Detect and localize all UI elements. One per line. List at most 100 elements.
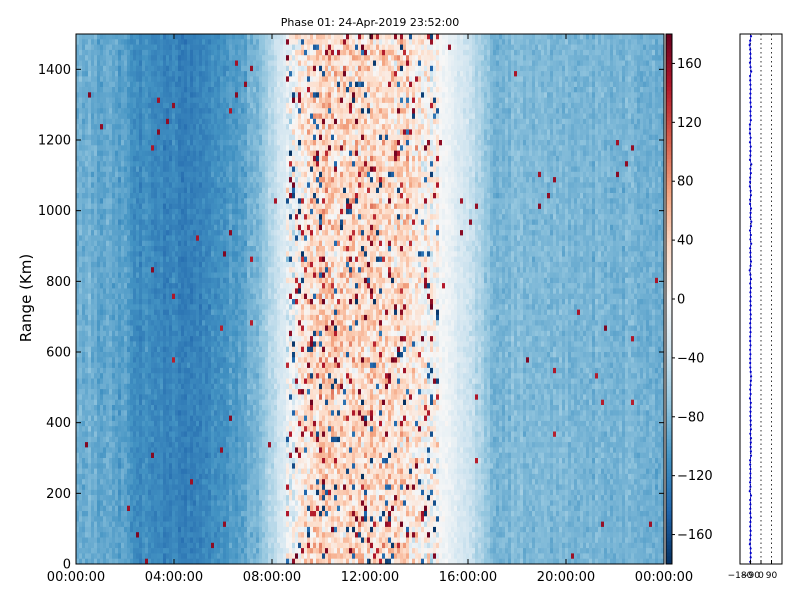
- heatmap-cell: [223, 399, 227, 406]
- heatmap-cell: [184, 193, 188, 199]
- heatmap-cell: [157, 357, 161, 363]
- heatmap-cell: [82, 71, 86, 77]
- heatmap-cell: [136, 166, 140, 173]
- heatmap-cell: [106, 357, 110, 363]
- heatmap-cell: [166, 489, 170, 496]
- heatmap-cell: [175, 383, 179, 390]
- heatmap-cell: [217, 479, 221, 485]
- heatmap-cell: [196, 495, 200, 501]
- heatmap-cell: [79, 495, 83, 501]
- heatmap-cell: [88, 60, 92, 67]
- heatmap-cell: [115, 447, 119, 454]
- heatmap-cell: [112, 314, 116, 321]
- heatmap-cell: [217, 484, 221, 491]
- heatmap-cell: [163, 458, 167, 464]
- heatmap-cell: [172, 383, 176, 390]
- heatmap-cell: [106, 288, 110, 295]
- heatmap-cell: [115, 256, 119, 263]
- heatmap-cell: [217, 108, 221, 114]
- heatmap-cell: [169, 309, 173, 316]
- heatmap-cell: [175, 140, 179, 146]
- heatmap-cell: [187, 182, 191, 189]
- heatmap-cell: [187, 293, 191, 300]
- heatmap-cell: [196, 458, 200, 464]
- heatmap-cell: [190, 341, 194, 348]
- heatmap-cell: [130, 346, 134, 353]
- heatmap-cell: [118, 330, 122, 337]
- heatmap-cell: [145, 187, 149, 194]
- heatmap-cell: [142, 367, 146, 374]
- heatmap-cell: [127, 134, 131, 141]
- heatmap-cell: [160, 113, 164, 120]
- heatmap-cell: [178, 118, 182, 125]
- heatmap-cell: [199, 415, 203, 422]
- heatmap-cell: [211, 166, 215, 173]
- heatmap-cell: [148, 203, 152, 210]
- heatmap-cell: [88, 521, 92, 528]
- heatmap-cell: [178, 304, 182, 310]
- heatmap-cell: [223, 124, 227, 130]
- heatmap-cell: [130, 150, 134, 157]
- heatmap-cell: [82, 399, 86, 406]
- heatmap-cell: [133, 293, 137, 300]
- heatmap-cell: [208, 314, 212, 321]
- heatmap-cell: [94, 293, 98, 300]
- heatmap-cell: [175, 553, 179, 560]
- heatmap-cell: [106, 431, 110, 438]
- heatmap-cell: [136, 283, 140, 289]
- heatmap-cell: [109, 511, 113, 517]
- heatmap-cell: [196, 251, 200, 257]
- heatmap-cell: [223, 325, 227, 332]
- heatmap-cell: [76, 129, 80, 136]
- heatmap-cell: [181, 140, 185, 146]
- heatmap-cell: [100, 468, 104, 475]
- heatmap-cell: [97, 373, 101, 379]
- heatmap-cell: [130, 230, 134, 236]
- heatmap-cell: [85, 420, 89, 427]
- heatmap-cell: [130, 442, 134, 448]
- heatmap-cell: [106, 49, 110, 56]
- heatmap-cell: [148, 500, 152, 507]
- heatmap-cell: [145, 219, 149, 226]
- heatmap-cell: [76, 171, 80, 178]
- heatmap-cell: [139, 214, 143, 220]
- heatmap-cell: [217, 442, 221, 448]
- heatmap-cell: [145, 473, 149, 480]
- heatmap-cell: [133, 155, 137, 162]
- heatmap-cell: [145, 118, 149, 125]
- heatmap-cell: [220, 511, 224, 517]
- heatmap-cell: [124, 150, 128, 157]
- heatmap-cell: [142, 542, 146, 549]
- heatmap-cell: [79, 113, 83, 120]
- heatmap-cell: [94, 124, 98, 130]
- heatmap-cell: [133, 166, 137, 173]
- heatmap-cell: [91, 55, 95, 61]
- heatmap-cell: [79, 65, 83, 72]
- heatmap-cell: [145, 420, 149, 427]
- heatmap-cell: [172, 224, 176, 231]
- heatmap-cell: [100, 235, 104, 242]
- heatmap-cell: [196, 246, 200, 252]
- heatmap-cell: [124, 124, 128, 130]
- heatmap-cell: [91, 208, 95, 215]
- heatmap-cell: [121, 193, 125, 199]
- heatmap-cell: [157, 367, 161, 374]
- heatmap-cell: [181, 182, 185, 189]
- heatmap-cell: [88, 177, 92, 183]
- heatmap-cell: [205, 558, 209, 565]
- heatmap-cell: [109, 208, 113, 215]
- heatmap-cell: [85, 140, 89, 146]
- heatmap-cell: [148, 219, 152, 226]
- heatmap-cell: [97, 484, 101, 491]
- heatmap-cell: [112, 267, 116, 273]
- heatmap-cell: [112, 71, 116, 77]
- heatmap-cell: [88, 288, 92, 295]
- heatmap-cell: [190, 182, 194, 189]
- heatmap-cell: [220, 436, 224, 443]
- heatmap-cell: [133, 177, 137, 183]
- heatmap-cell: [115, 558, 119, 565]
- heatmap-cell: [148, 405, 152, 411]
- heatmap-cell: [160, 484, 164, 491]
- heatmap: [76, 34, 665, 565]
- heatmap-cell: [100, 261, 104, 268]
